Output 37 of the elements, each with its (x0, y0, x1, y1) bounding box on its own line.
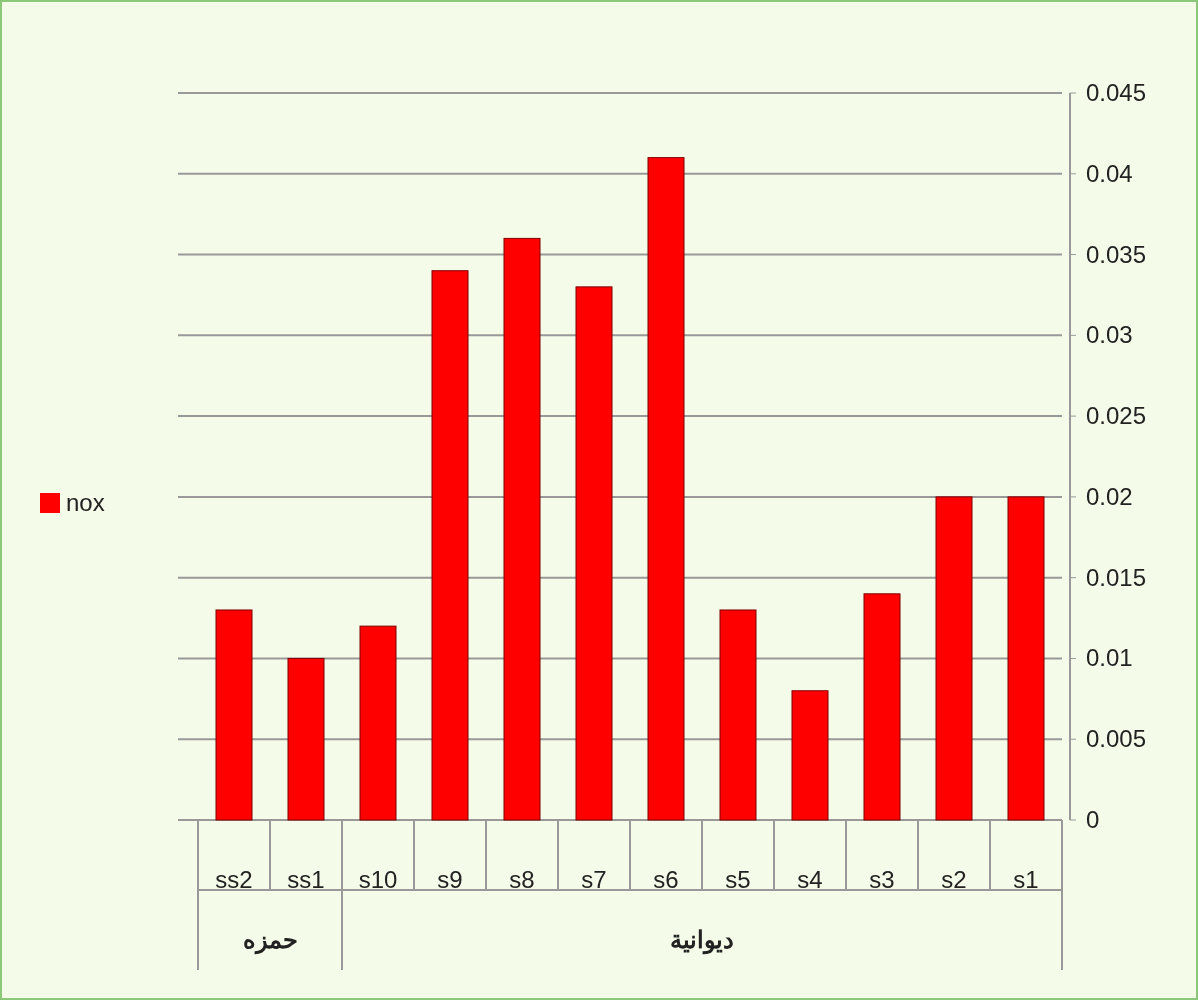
y-tick-label: 0.03 (1086, 321, 1133, 349)
bar (215, 609, 253, 821)
x-tick-label: s10 (358, 866, 398, 893)
x-tick-label: s4 (797, 866, 823, 893)
bar (1007, 496, 1045, 821)
y-tick-label: 0.045 (1086, 79, 1147, 106)
x-tick-label: s2 (941, 866, 967, 893)
y-tick-label: 0 (1086, 806, 1100, 833)
y-tick-label: 0.005 (1086, 725, 1147, 753)
bar (719, 609, 757, 821)
bar (575, 286, 613, 821)
y-tick-label: 0.04 (1086, 159, 1133, 187)
bar (359, 625, 397, 821)
y-tick-label: 0.01 (1086, 644, 1133, 672)
x-tick-label: ss1 (287, 866, 325, 893)
y-tick-label: 0.02 (1086, 482, 1133, 510)
x-tick-label: s9 (437, 866, 463, 893)
x-tick-label: s5 (725, 866, 751, 893)
x-tick-label: ss2 (215, 866, 253, 893)
y-tick-label: 0.025 (1086, 402, 1147, 430)
bar (503, 237, 541, 821)
bar (431, 270, 469, 821)
bar (287, 657, 325, 821)
x-tick-label: s1 (1013, 866, 1039, 893)
y-tick-label: 0.035 (1086, 240, 1147, 268)
x-tick-label: s3 (869, 866, 895, 893)
x-tick-label: s7 (581, 866, 607, 893)
legend-label: nox (66, 489, 105, 516)
bar (935, 496, 973, 821)
bar (791, 690, 829, 821)
x-tick-label: s6 (653, 866, 679, 893)
bar (647, 157, 685, 821)
bar (863, 593, 901, 821)
x-tick-label: s8 (509, 866, 535, 893)
text: ديوانية (670, 926, 734, 955)
y-tick-label: 0.015 (1086, 563, 1147, 591)
text: حمزه (242, 926, 298, 955)
